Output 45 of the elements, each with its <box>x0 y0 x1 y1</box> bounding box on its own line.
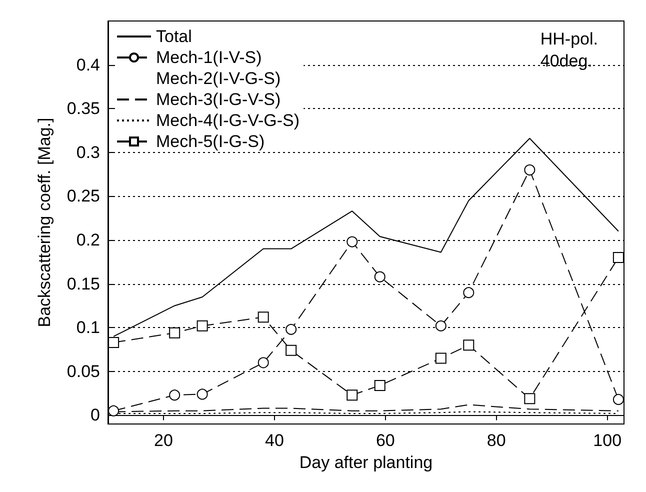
legend-label: Mech-1(I-V-S) <box>156 48 262 67</box>
legend-label: Mech-2(I-V-G-S) <box>156 69 281 88</box>
y-tick-label: 0.2 <box>76 230 100 250</box>
y-tick-label: 0.25 <box>66 186 100 206</box>
x-tick-label: 60 <box>376 431 395 450</box>
legend-label: Mech-3(I-G-V-S) <box>156 90 281 109</box>
point <box>286 324 297 335</box>
annotation: HH-pol. 40deg. <box>540 30 598 70</box>
y-tick-label: 0.05 <box>66 362 100 381</box>
y-tick-label: 0.35 <box>66 99 100 118</box>
point <box>286 344 297 356</box>
x-axis-title: Day after planting <box>299 453 433 472</box>
x-tick-label: 20 <box>154 431 173 450</box>
point <box>346 236 358 248</box>
point <box>463 287 474 298</box>
y-tick-label: 0 <box>90 406 100 425</box>
point <box>612 252 624 264</box>
y-axis-title: Backscattering coeff. [Mag.] <box>35 118 54 328</box>
point <box>258 357 269 368</box>
legend-label: Total <box>156 27 192 46</box>
point <box>435 352 446 364</box>
point <box>196 388 208 400</box>
y-tick-label: 0.1 <box>76 318 100 338</box>
point <box>196 320 208 332</box>
y-tick-label: 0.3 <box>76 142 100 162</box>
point <box>108 405 120 416</box>
point <box>463 340 474 351</box>
point <box>612 394 624 405</box>
y-tick-label: 0.4 <box>76 55 100 74</box>
x-tick-label: 80 <box>486 431 506 450</box>
legend-label: Mech-4(I-G-V-G-S) <box>156 111 300 130</box>
point <box>169 390 180 401</box>
y-tick-label: 0.15 <box>66 274 100 294</box>
point <box>169 327 180 338</box>
point <box>346 390 358 401</box>
point <box>524 393 536 404</box>
x-tick-label: 40 <box>264 431 284 450</box>
point <box>258 312 269 323</box>
x-tick-label: 100 <box>593 431 622 450</box>
point <box>435 320 446 332</box>
point <box>108 337 120 348</box>
point <box>374 380 386 391</box>
point <box>374 271 386 282</box>
point <box>524 164 536 176</box>
legend-label: Mech-5(I-G-S) <box>156 132 265 151</box>
